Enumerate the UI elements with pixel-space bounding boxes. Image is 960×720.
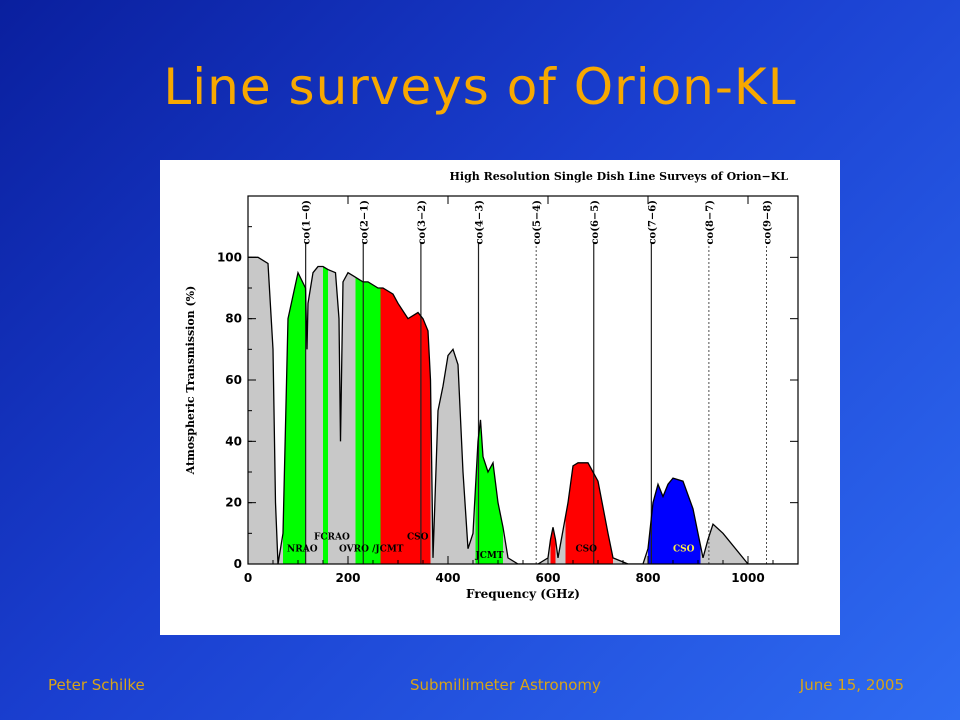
band-label-3: CSO <box>407 532 429 542</box>
co-line-label-5: co(6−5) <box>590 200 601 245</box>
band-label-2: OVRO /JCMT <box>339 545 404 555</box>
x-tick-label-3: 600 <box>535 571 560 585</box>
band-label-0: NRAO <box>287 545 318 555</box>
transmission-curve <box>248 256 798 564</box>
y-tick-label-1: 20 <box>225 496 242 510</box>
y-tick-label-5: 100 <box>217 250 242 264</box>
chart-title: High Resolution Single Dish Line Surveys… <box>450 170 789 183</box>
co-line-label-2: co(3−2) <box>417 200 428 245</box>
survey-band-6 <box>550 257 556 564</box>
slide-title: Line surveys of Orion-KL <box>163 58 797 116</box>
survey-band-0 <box>283 257 306 564</box>
x-tick-label-0: 0 <box>244 571 252 585</box>
y-tick-label-3: 60 <box>225 373 242 387</box>
y-tick-label-4: 80 <box>225 312 242 326</box>
chart-figure: 0 200 400 600 800 1000 0 20 40 60 80 100 Frequency (… <box>160 160 840 635</box>
band-label-4: JCMT <box>475 551 504 561</box>
survey-band-4 <box>418 257 431 564</box>
transmission-chart: 0 200 400 600 800 1000 0 20 40 60 80 100 Frequency (… <box>184 170 799 601</box>
band-label-1: FCRAO <box>314 532 350 542</box>
x-tick-label-5: 1000 <box>731 571 764 585</box>
band-label-6: CSO <box>673 545 695 555</box>
x-tick-label-1: 200 <box>335 571 360 585</box>
survey-band-2 <box>355 257 381 564</box>
footer-author: Peter Schilke <box>48 676 145 694</box>
footer-course: Submillimeter Astronomy <box>410 676 601 694</box>
y-tick-label-0: 0 <box>234 557 242 571</box>
band-label-5: CSO <box>576 545 598 555</box>
co-line-label-7: co(8−7) <box>705 200 716 245</box>
y-tick-label-2: 40 <box>225 434 242 448</box>
x-tick-label-2: 400 <box>435 571 460 585</box>
footer-date: June 15, 2005 <box>799 676 904 694</box>
co-line-label-3: co(4−3) <box>475 200 486 245</box>
atmosphere-area <box>248 257 798 564</box>
co-line-label-8: co(9−8) <box>763 200 774 245</box>
co-line-label-0: co(1−0) <box>302 200 313 245</box>
survey-band-7 <box>565 257 613 564</box>
co-line-label-4: co(5−4) <box>532 200 543 245</box>
co-line-label-6: co(7−6) <box>647 200 658 245</box>
x-tick-label-4: 800 <box>635 571 660 585</box>
survey-band-1 <box>323 257 328 564</box>
co-line-label-1: co(2−1) <box>359 200 370 245</box>
plot-content <box>248 242 798 564</box>
y-axis-label: Atmospheric Transmission (%) <box>184 286 197 476</box>
x-axis-label: Frequency (GHz) <box>466 587 580 601</box>
